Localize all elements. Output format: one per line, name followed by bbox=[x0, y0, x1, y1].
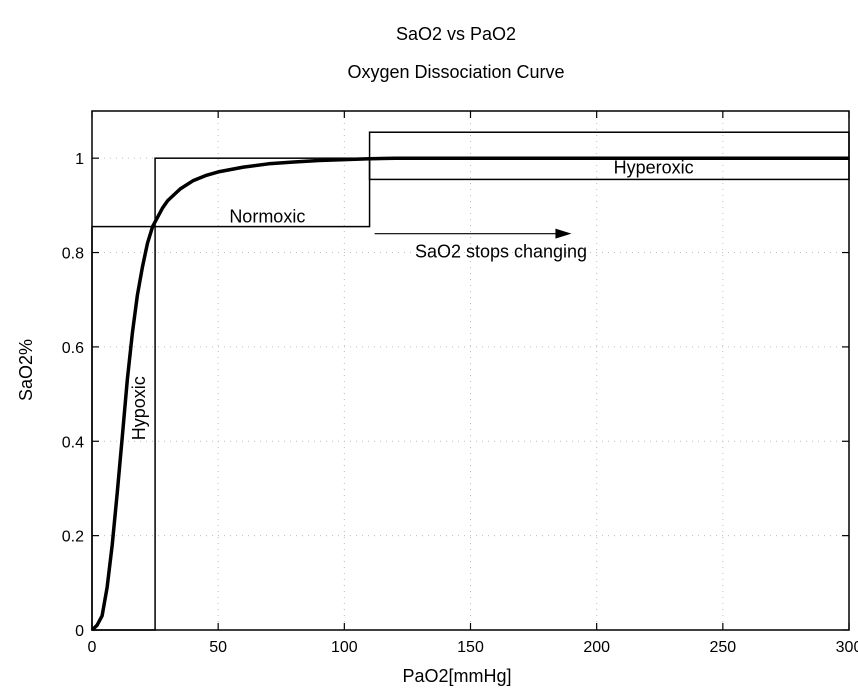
annotation-layer: SaO2 stops changing bbox=[374, 228, 587, 262]
axis-ticks bbox=[91, 111, 850, 631]
y-tick-label-5: 1 bbox=[75, 151, 84, 168]
y-axis-label: SaO2% bbox=[16, 339, 36, 401]
x-tick-label-2: 100 bbox=[331, 639, 358, 656]
x-tick-label-4: 200 bbox=[583, 639, 610, 656]
grid-lines bbox=[92, 111, 849, 630]
region-label-hyperoxic: Hyperoxic bbox=[614, 157, 694, 177]
y-tick-label-2: 0.4 bbox=[62, 434, 84, 451]
region-box-normoxic bbox=[154, 157, 371, 228]
x-tick-label-1: 50 bbox=[209, 639, 227, 656]
chart-title: SaO2 vs PaO2 bbox=[396, 24, 516, 44]
annotation-arrow-head bbox=[555, 228, 572, 239]
x-tick-label-6: 300 bbox=[836, 639, 858, 656]
region-box-hyperoxic bbox=[368, 131, 850, 181]
x-tick-label-5: 250 bbox=[709, 639, 736, 656]
x-axis-label: PaO2[mmHg] bbox=[402, 666, 511, 686]
y-tick-label-3: 0.6 bbox=[62, 340, 84, 357]
plot-frame bbox=[91, 110, 850, 631]
y-tick-label-1: 0.2 bbox=[62, 529, 84, 546]
region-label-normoxic: Normoxic bbox=[229, 207, 305, 227]
region-labels: Hypoxic Normoxic Hyperoxic bbox=[129, 157, 694, 440]
y-tick-label-4: 0.8 bbox=[62, 246, 84, 263]
x-tick-label-3: 150 bbox=[457, 639, 484, 656]
tick-labels: 0 50 100 150 200 250 300 0 0.2 0.4 0.6 0.8 1 bbox=[62, 151, 858, 656]
y-tick-label-0: 0 bbox=[75, 623, 84, 640]
region-label-hypoxic: Hypoxic bbox=[129, 376, 149, 440]
curve-layer bbox=[90, 156, 849, 632]
annotation-text: SaO2 stops changing bbox=[415, 242, 587, 262]
chart-subtitle: Oxygen Dissociation Curve bbox=[347, 62, 564, 82]
dissociation-curve bbox=[90, 156, 849, 632]
x-tick-label-0: 0 bbox=[88, 639, 97, 656]
